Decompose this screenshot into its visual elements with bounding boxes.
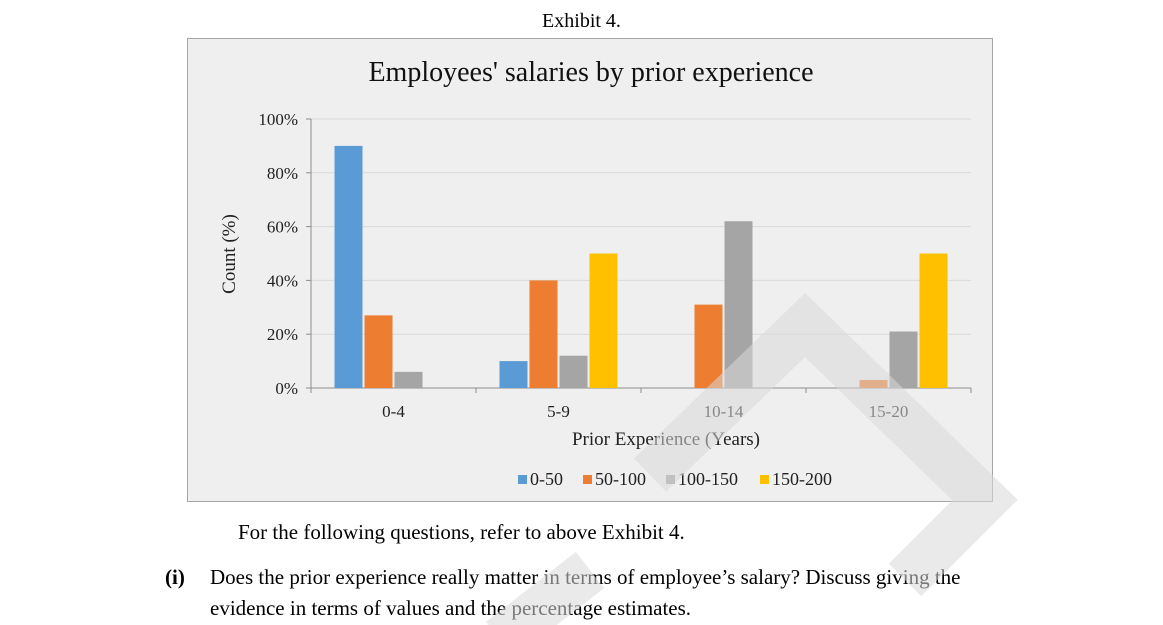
y-tick-label: 40%: [267, 271, 298, 290]
bar-50-100-5-9: [529, 280, 558, 388]
x-tick-label: 5-9: [547, 402, 570, 421]
bar-50-100-10-14: [694, 304, 723, 388]
bar-100-150-15-20: [889, 331, 918, 388]
chart-area: Employees' salaries by prior experience 0…: [187, 38, 993, 502]
y-tick-label: 20%: [267, 325, 298, 344]
bar-150-200-5-9: [589, 253, 618, 388]
x-tick-label: 0-4: [382, 402, 405, 421]
x-tick-label: 10-14: [704, 402, 744, 421]
legend-label-0-50: 0-50: [530, 469, 563, 489]
bar-100-150-10-14: [724, 221, 753, 388]
intro-text: For the following questions, refer to ab…: [238, 520, 685, 544]
x-axis-title: Prior Experience (Years): [572, 429, 760, 450]
y-tick-label: 60%: [267, 218, 298, 237]
y-tick-label: 0%: [275, 379, 298, 398]
exhibit-label: Exhibit 4.: [542, 10, 621, 32]
legend-swatch-50-100: [583, 475, 592, 484]
bar-0-50-5-9: [499, 361, 528, 388]
bar-chart: Employees' salaries by prior experience 0…: [219, 57, 972, 489]
question-number: (i): [165, 565, 185, 589]
bar-50-100-15-20: [859, 379, 888, 388]
bar-100-150-0-4: [394, 371, 423, 388]
legend-swatch-100-150: [666, 475, 675, 484]
legend-label-150-200: 150-200: [772, 469, 832, 489]
legend-swatch-0-50: [518, 475, 527, 484]
legend-label-100-150: 100-150: [678, 469, 738, 489]
legend-label-50-100: 50-100: [595, 469, 646, 489]
x-tick-label: 15-20: [869, 402, 909, 421]
question-text-line-1: Does the prior experience really matter …: [210, 565, 961, 589]
bar-150-200-15-20: [919, 253, 948, 388]
bar-0-50-0-4: [334, 145, 363, 388]
bar-50-100-0-4: [364, 315, 393, 388]
y-axis-title: Count (%): [219, 214, 240, 294]
y-tick-label: 100%: [258, 110, 298, 129]
legend-swatch-150-200: [760, 475, 769, 484]
question-text-line-2: evidence in terms of values and the perc…: [210, 596, 692, 620]
bar-100-150-5-9: [559, 355, 588, 388]
chart-title: Employees' salaries by prior experience: [368, 57, 813, 88]
y-tick-label: 80%: [267, 164, 298, 183]
